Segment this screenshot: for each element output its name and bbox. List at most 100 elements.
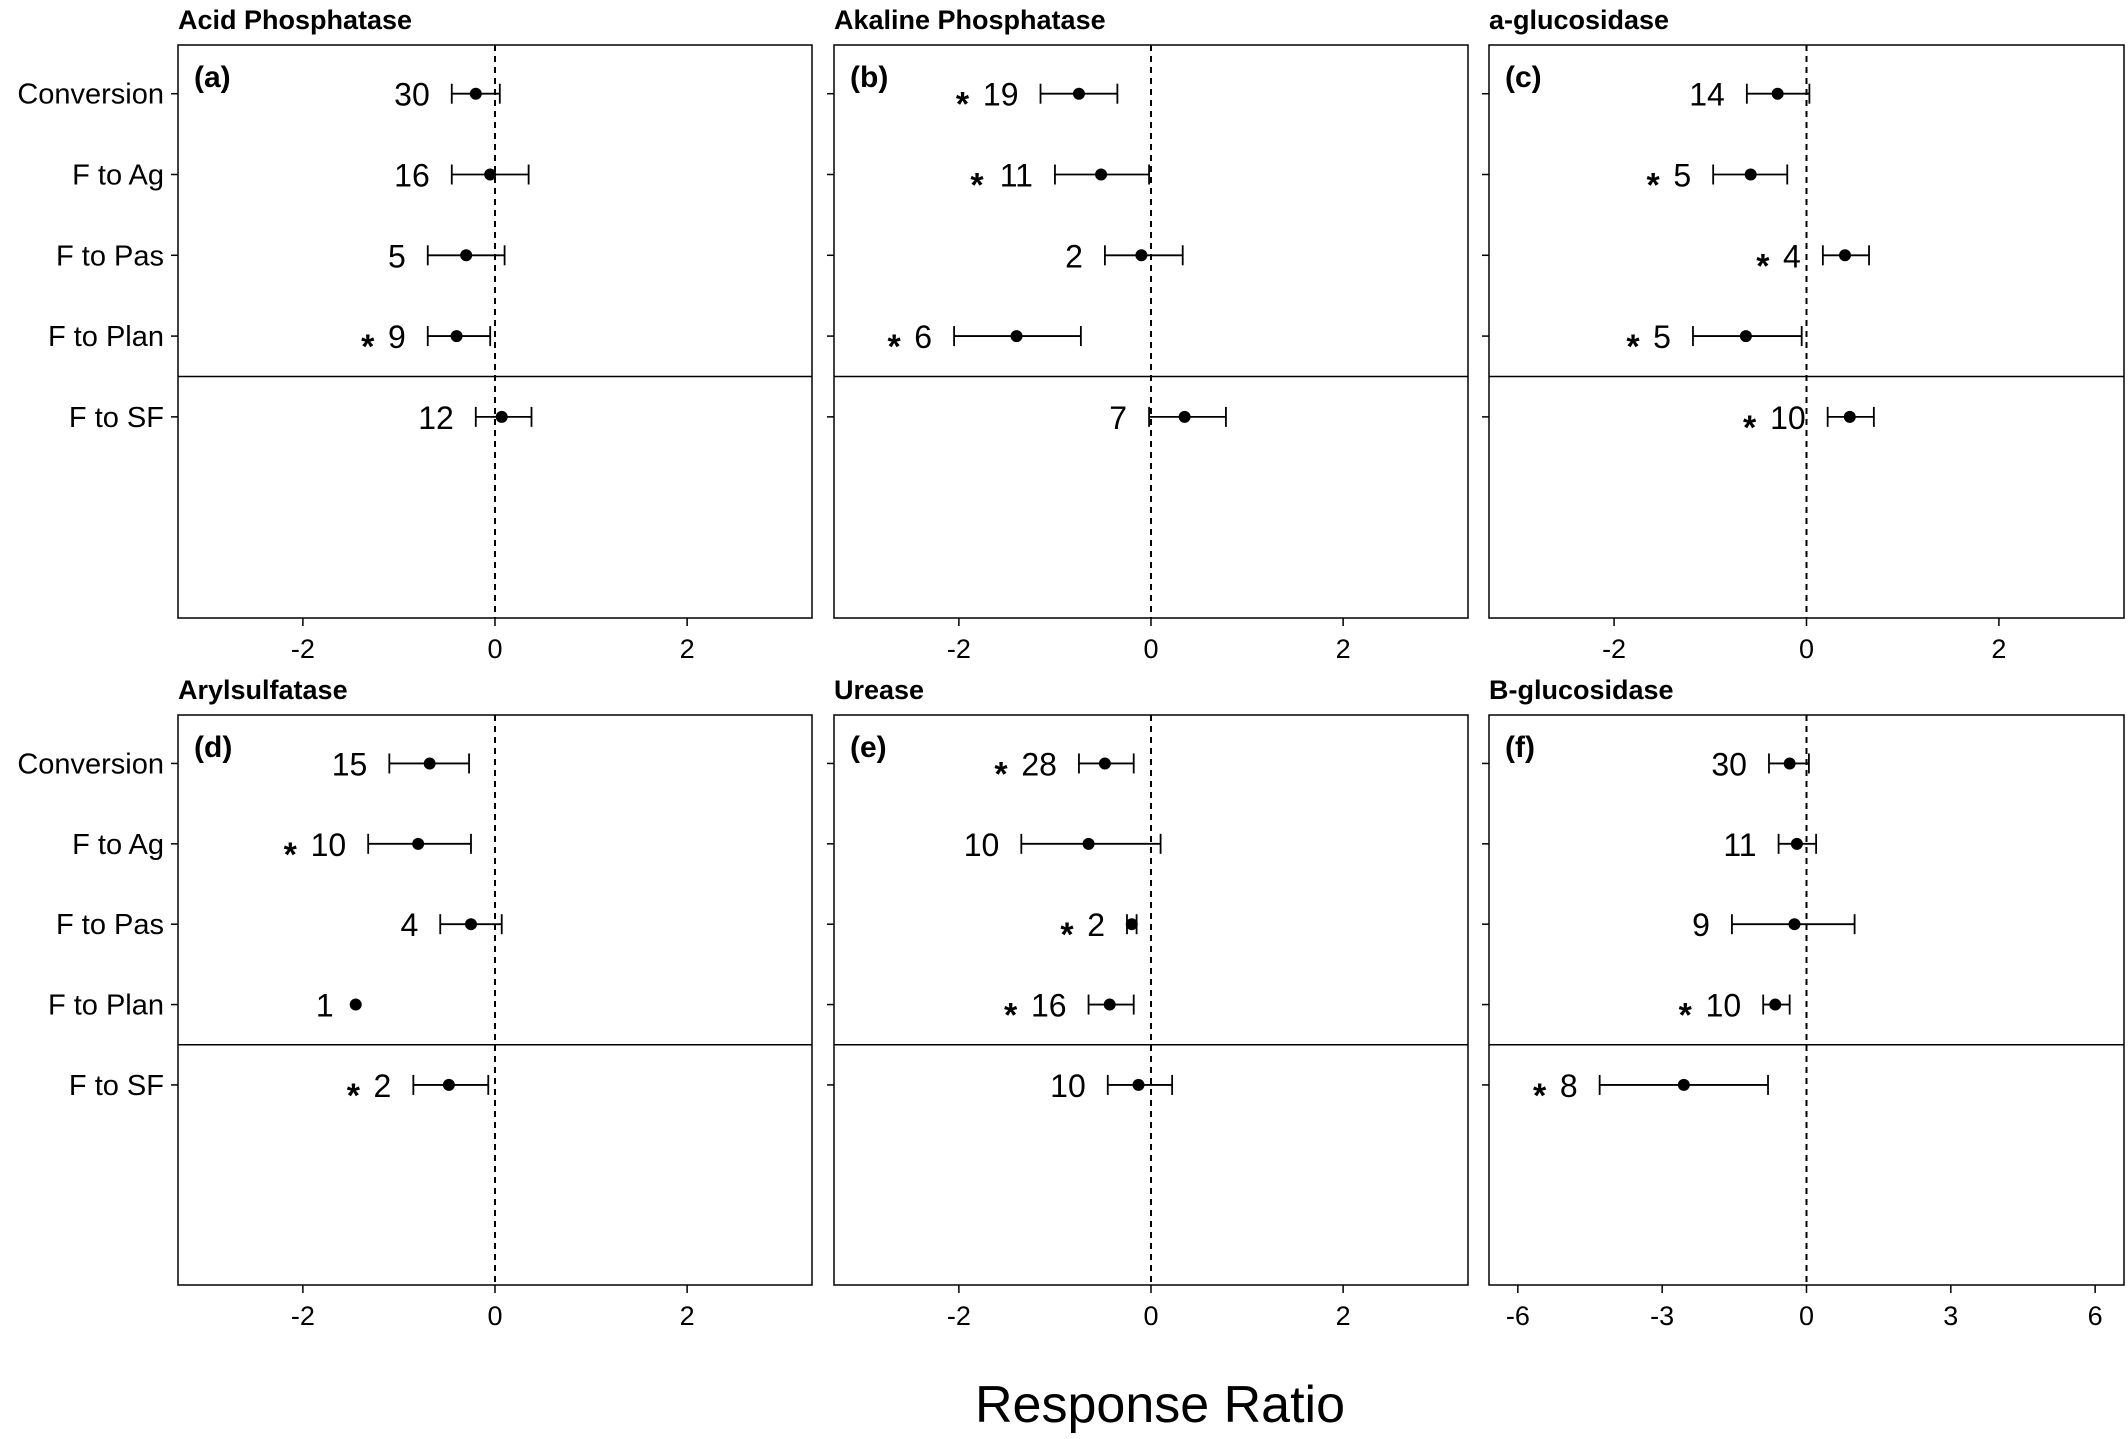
sample-size-label: 16 — [394, 157, 430, 193]
panel-letter: (a) — [194, 61, 231, 94]
panel-5: Urease (e) -2 0 2 28 * 10 2 * 16 * 10 — [827, 675, 1469, 1331]
panel-title: Akaline Phosphatase — [834, 5, 1106, 35]
sample-size-label: 5 — [1673, 157, 1691, 193]
significance-star: * — [970, 166, 984, 204]
x-tick-label: 0 — [1143, 634, 1158, 664]
category-label: F to Plan — [48, 321, 164, 353]
mean-point — [412, 837, 425, 850]
x-tick-label: -3 — [1650, 1301, 1674, 1331]
significance-star: * — [1060, 916, 1074, 954]
panel-letter: (d) — [194, 731, 232, 764]
sample-size-label: 10 — [964, 827, 1000, 863]
sample-size-label: 9 — [388, 319, 406, 355]
x-axis-title: Response Ratio — [975, 1376, 1345, 1434]
significance-star: * — [361, 328, 375, 366]
panel-title: Arylsulfatase — [178, 675, 348, 705]
significance-star: * — [1004, 997, 1018, 1035]
mean-point — [349, 998, 362, 1011]
panel-title: B-glucosidase — [1489, 675, 1674, 705]
panel-title: Urease — [834, 675, 924, 705]
x-tick-label: 2 — [1336, 634, 1351, 664]
x-tick-label: 0 — [1799, 1301, 1814, 1331]
x-tick-label: -2 — [1602, 634, 1626, 664]
mean-point — [469, 87, 482, 100]
category-label: F to SF — [69, 402, 164, 434]
x-tick-label: 2 — [680, 1301, 695, 1331]
sample-size-label: 8 — [1560, 1068, 1578, 1104]
panel-2: Akaline Phosphatase (b) -2 0 2 19 * 11 * 2 6 * 7 — [827, 5, 1469, 664]
mean-point — [450, 330, 463, 343]
significance-star: * — [284, 836, 298, 874]
mean-point — [1135, 249, 1148, 262]
sample-size-label: 4 — [400, 907, 418, 943]
category-label: Conversion — [17, 748, 164, 780]
mean-point — [1082, 837, 1095, 850]
mean-point — [1783, 757, 1796, 770]
x-tick-label: -2 — [291, 634, 315, 664]
sample-size-label: 9 — [1692, 907, 1710, 943]
x-tick-label: 3 — [1943, 1301, 1958, 1331]
panel-title: a-glucosidase — [1489, 5, 1669, 35]
significance-star: * — [1626, 328, 1640, 366]
significance-star: * — [887, 328, 901, 366]
panel-letter: (e) — [850, 731, 887, 764]
significance-star: * — [956, 86, 970, 124]
mean-point — [442, 1078, 455, 1091]
sample-size-label: 11 — [1000, 157, 1033, 193]
x-tick-label: 2 — [680, 634, 695, 664]
mean-point — [423, 757, 436, 770]
sample-size-label: 10 — [1706, 988, 1742, 1024]
x-tick-label: 6 — [2088, 1301, 2103, 1331]
sample-size-label: 6 — [914, 319, 932, 355]
significance-star: * — [1743, 409, 1757, 447]
sample-size-label: 10 — [1770, 400, 1806, 436]
panel-title: Acid Phosphatase — [178, 5, 412, 35]
panel-letter: (c) — [1505, 61, 1542, 94]
mean-point — [1178, 410, 1191, 423]
category-label: F to Ag — [72, 829, 164, 861]
sample-size-label: 12 — [418, 400, 454, 436]
x-tick-label: -6 — [1506, 1301, 1530, 1331]
mean-point — [1103, 998, 1116, 1011]
sample-size-label: 19 — [983, 77, 1019, 113]
significance-star: * — [1647, 166, 1661, 204]
category-label: F to SF — [69, 1070, 164, 1102]
sample-size-label: 15 — [332, 746, 368, 782]
significance-star: * — [347, 1077, 361, 1115]
mean-point — [1095, 168, 1108, 181]
x-tick-label: 0 — [487, 1301, 502, 1331]
mean-point — [1843, 410, 1856, 423]
mean-point — [1125, 918, 1138, 931]
mean-point — [1072, 87, 1085, 100]
mean-point — [1769, 998, 1782, 1011]
sample-size-label: 7 — [1109, 400, 1127, 436]
mean-point — [1790, 837, 1803, 850]
mean-point — [460, 249, 473, 262]
sample-size-label: 30 — [1711, 746, 1747, 782]
mean-point — [484, 168, 497, 181]
significance-star: * — [994, 755, 1008, 793]
panel-letter: (b) — [850, 61, 888, 94]
x-tick-label: 0 — [1799, 634, 1814, 664]
mean-point — [1739, 330, 1752, 343]
sample-size-label: 5 — [1653, 319, 1671, 355]
sample-size-label: 4 — [1783, 238, 1801, 274]
mean-point — [1010, 330, 1023, 343]
x-tick-label: -2 — [947, 1301, 971, 1331]
panel-1: Acid Phosphatase (a) -2 0 2 Conversion F to Ag… — [17, 5, 813, 664]
x-tick-label: 0 — [487, 634, 502, 664]
mean-point — [1838, 249, 1851, 262]
x-tick-label: -2 — [291, 1301, 315, 1331]
mean-point — [1744, 168, 1757, 181]
mean-point — [495, 410, 508, 423]
category-label: Conversion — [17, 79, 164, 111]
category-label: F to Ag — [72, 159, 164, 191]
mean-point — [1098, 757, 1111, 770]
category-label: F to Plan — [48, 990, 164, 1022]
sample-size-label: 16 — [1031, 988, 1067, 1024]
x-tick-label: 2 — [1991, 634, 2006, 664]
sample-size-label: 2 — [1065, 238, 1083, 274]
sample-size-label: 14 — [1689, 77, 1725, 113]
sample-size-label: 2 — [1087, 907, 1105, 943]
sample-size-label: 2 — [374, 1068, 392, 1104]
